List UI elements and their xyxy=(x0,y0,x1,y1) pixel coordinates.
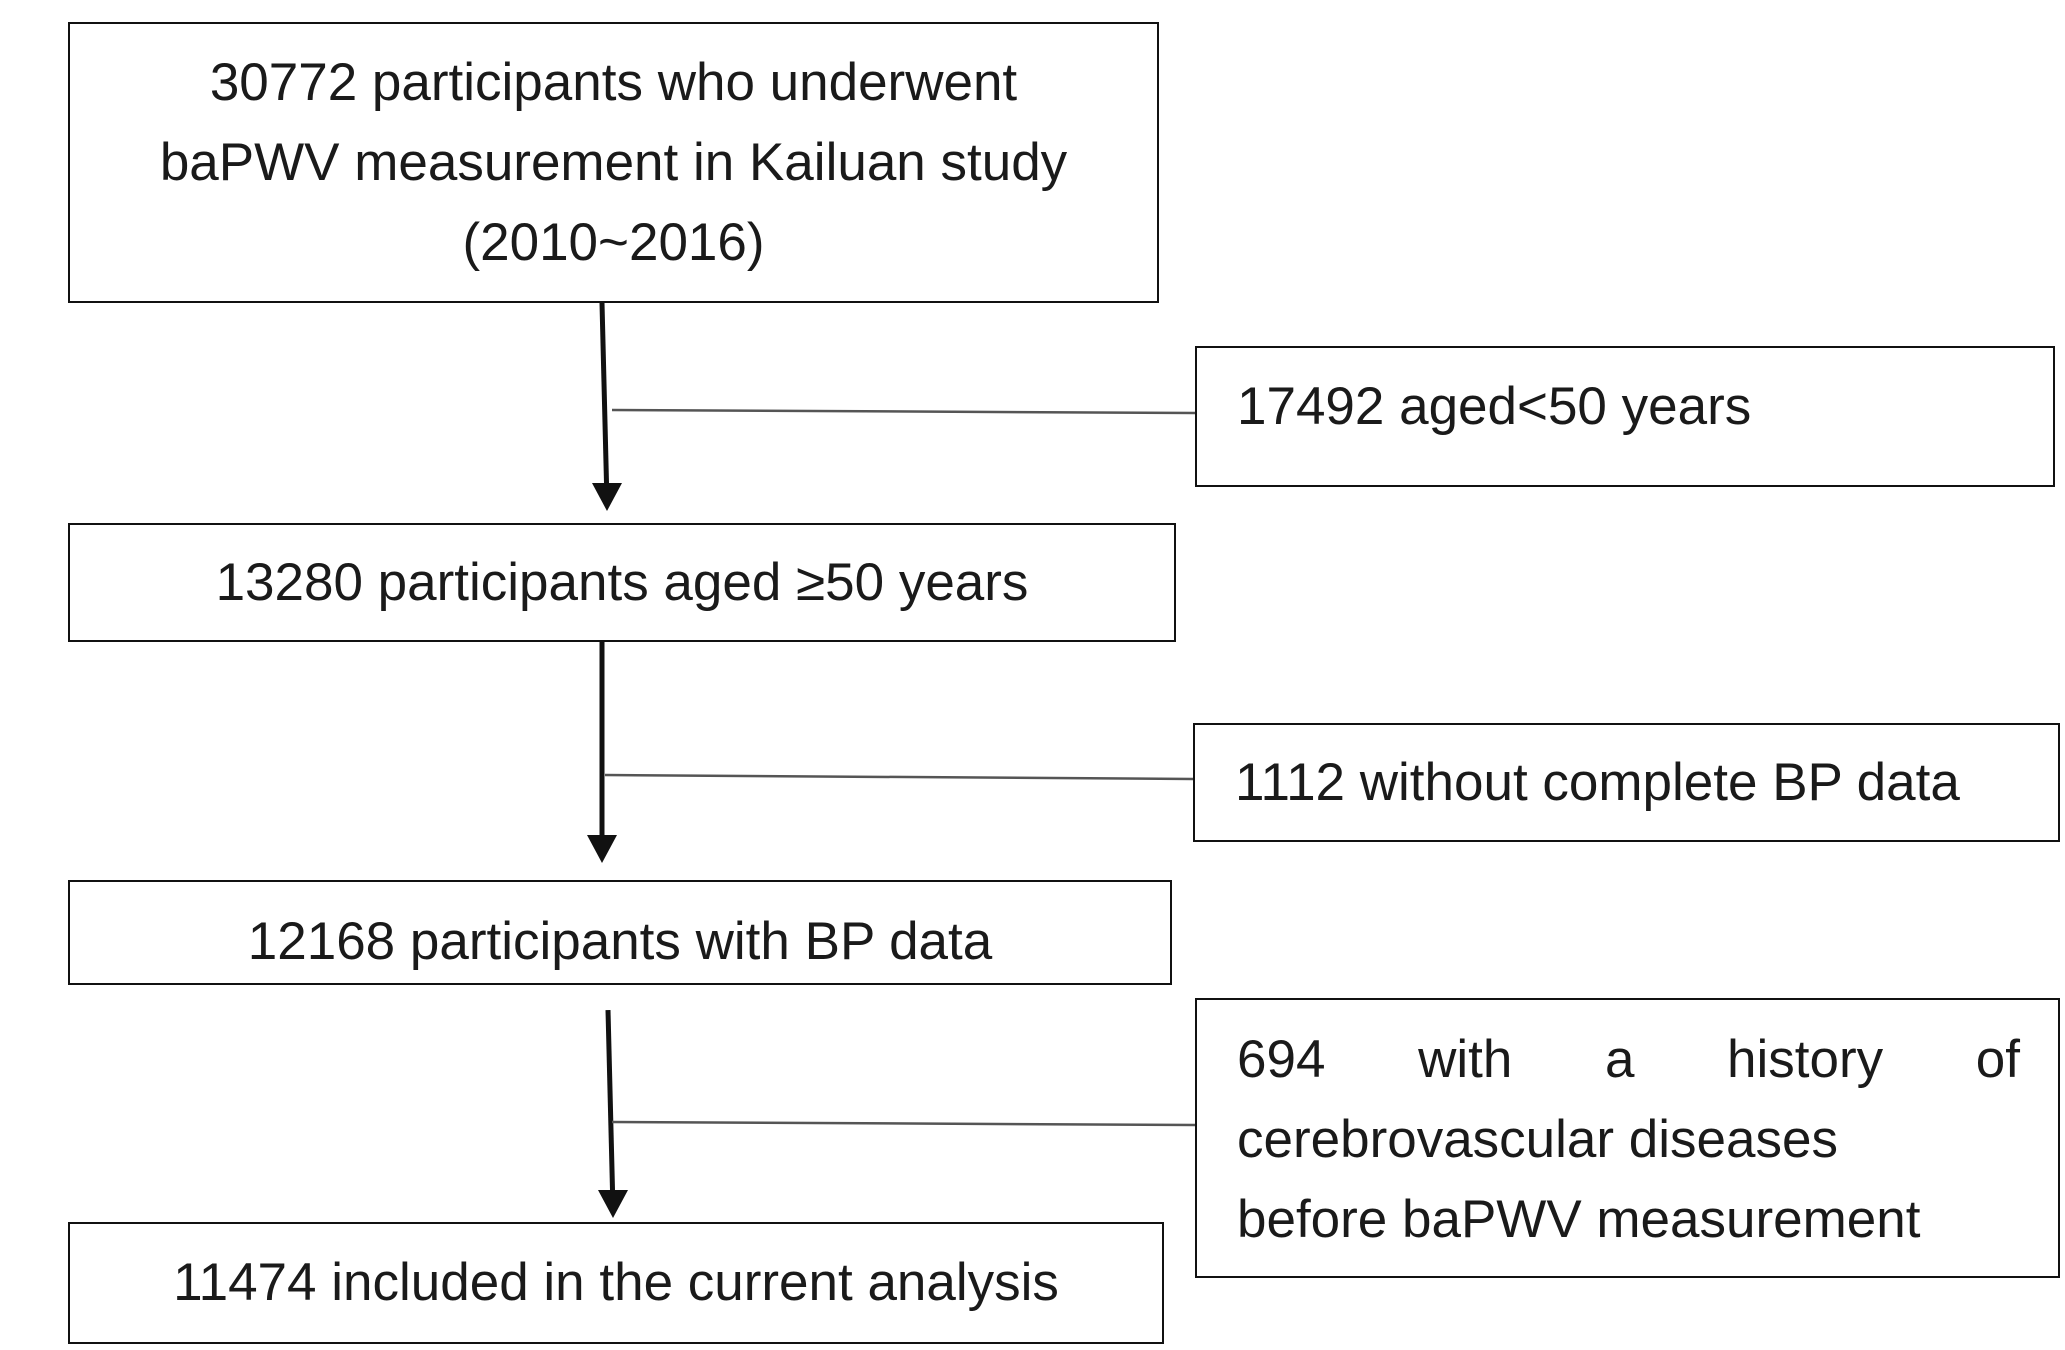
flow-box-final-analysis-text: 11474 included in the current analysis xyxy=(173,1243,1059,1323)
exclusion-text-line: before baPWV measurement xyxy=(1237,1190,1921,1249)
exclusion-text-line: 17492 aged<50 years xyxy=(1237,376,1752,436)
exclusion-box-bp-data: 1112 without complete BP data xyxy=(1193,723,2060,842)
arrowhead-step3 xyxy=(587,835,617,863)
flow-box-initial-cohort-text: 30772 participants who underwent baPWV m… xyxy=(160,43,1067,283)
flow-box-initial-cohort: 30772 participants who underwent baPWV m… xyxy=(68,22,1159,303)
flow-box-text-line: 12168 participants with BP data xyxy=(247,911,993,971)
flow-box-final-analysis: 11474 included in the current analysis xyxy=(68,1222,1164,1344)
arrowhead-step2 xyxy=(592,483,622,511)
exclusion-box-cerebrovascular: 694 with a history of cerebrovascular di… xyxy=(1195,998,2060,1278)
flow-box-text-line: baPWV measurement in Kailuan study xyxy=(159,132,1068,192)
exclusion-text-line: cerebrovascular diseases xyxy=(1237,1110,1838,1169)
flow-box-text-line: (2010~2016) xyxy=(462,212,765,272)
exclusion-box-age-text: 17492 aged<50 years xyxy=(1237,367,1751,447)
branch-line-exclusion-1 xyxy=(611,408,1196,415)
arrow-step1-to-step2 xyxy=(599,302,610,504)
flow-box-text-line: 30772 participants who underwent xyxy=(209,52,1018,112)
flow-box-with-bp-data: 12168 participants with BP data xyxy=(68,880,1172,985)
flow-box-text-line: 11474 included in the current analysis xyxy=(173,1253,1059,1312)
exclusion-text-line: 694 with a history of xyxy=(1237,1030,2020,1089)
exclusion-box-bp-data-text: 1112 without complete BP data xyxy=(1235,743,1960,823)
branch-line-exclusion-2 xyxy=(604,773,1194,781)
exclusion-box-age: 17492 aged<50 years xyxy=(1195,346,2055,487)
branch-line-exclusion-3 xyxy=(611,1120,1196,1127)
exclusion-text-line: 1112 without complete BP data xyxy=(1235,752,1960,812)
arrow-step3-to-step4 xyxy=(605,1009,616,1211)
flow-box-aged-50-plus-text: 13280 participants aged ≥50 years xyxy=(216,543,1029,623)
arrowhead-step4 xyxy=(598,1190,628,1218)
flow-box-with-bp-data-text: 12168 participants with BP data xyxy=(248,902,992,982)
flow-box-text-line: 13280 participants aged ≥50 years xyxy=(215,552,1029,612)
exclusion-box-cerebrovascular-text: 694 with a history of cerebrovascular di… xyxy=(1237,1020,2020,1260)
flow-box-aged-50-plus: 13280 participants aged ≥50 years xyxy=(68,523,1176,642)
